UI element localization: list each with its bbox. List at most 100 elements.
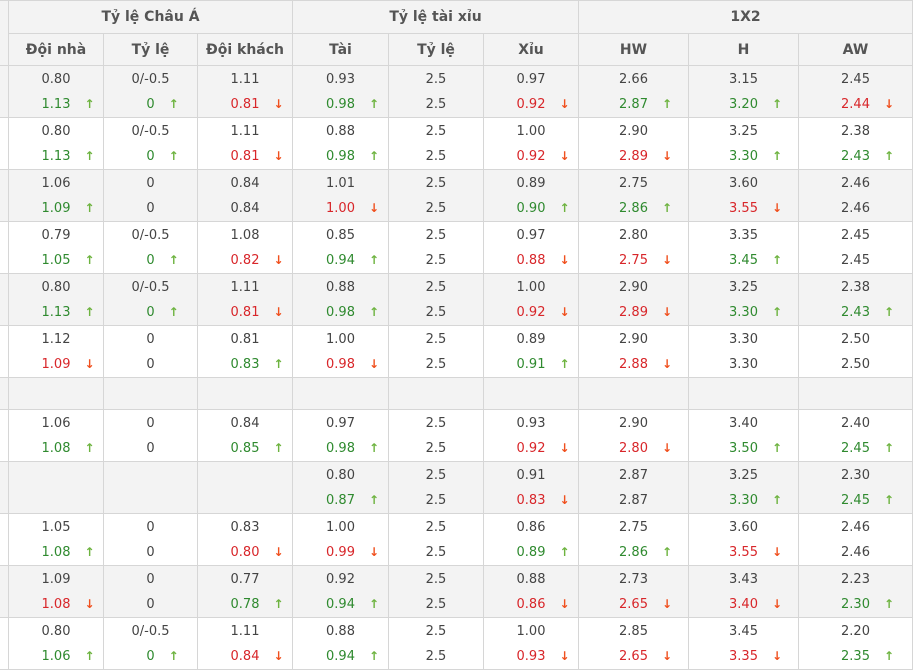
table-row: 1.05 1.08 ↑ 0 0 0.83 0.80 ↓ 1.00 0.99 ↓ 2.5 2.5 0.86 0…	[0, 513, 913, 566]
opening-odds: 0.88	[326, 280, 355, 295]
col-line: Tỷ lệ	[388, 33, 484, 66]
arrow-up-icon: ↑	[771, 305, 783, 319]
odds-cell: 2.75 2.86 ↑	[578, 513, 689, 566]
opening-odds: 0.88	[326, 624, 355, 639]
table-row: 0.80 1.13 ↑ 0/-0.5 0 ↑ 1.11 0.81 ↓ 0.93 0.98 ↑ 2.5 2.…	[0, 65, 913, 118]
current-odds: 1.13 ↑	[42, 144, 95, 169]
row-lead-cell	[0, 617, 9, 670]
col-aw: AW	[798, 33, 913, 66]
opening-odds: 2.23	[841, 572, 870, 587]
arrow-up-icon: ↑	[368, 253, 380, 267]
opening-odds: 0	[146, 176, 155, 191]
current-odds: 0.92 ↓	[517, 144, 570, 169]
arrow-down-icon: ↓	[559, 493, 570, 507]
arrow-up-icon: ↑	[84, 149, 95, 163]
current-odds: 3.50 ↑	[729, 436, 782, 461]
table-row: 1.06 1.08 ↑ 0 0 0.84 0.85 ↑ 0.97 0.98 ↑ 2.5 2.5 0.93 0…	[0, 409, 913, 462]
opening-odds: 2.5	[425, 468, 447, 483]
col-under: Xỉu	[483, 33, 579, 66]
arrow-down-icon: ↓	[273, 97, 284, 111]
current-odds: 0 ↑	[146, 300, 178, 325]
arrow-down-icon: ↓	[771, 545, 783, 559]
odds-cell: 2.5 2.5	[388, 565, 484, 618]
opening-odds: 1.11	[230, 124, 260, 139]
current-odds: 0	[146, 441, 155, 456]
arrow-down-icon: ↓	[771, 597, 783, 611]
row-lead-cell	[0, 377, 9, 410]
odds-cell: 1.00 0.92 ↓	[483, 273, 579, 326]
odds-cell	[292, 377, 389, 410]
table-row	[0, 377, 913, 410]
odds-cell: 1.00 0.99 ↓	[292, 513, 389, 566]
odds-cell	[388, 377, 484, 410]
opening-odds: 0.86	[516, 520, 546, 535]
current-odds: 0.81 ↓	[231, 92, 284, 117]
current-odds: 2.46	[841, 545, 870, 560]
current-odds: 3.30 ↑	[729, 488, 782, 513]
current-odds: 0.94 ↑	[326, 644, 379, 669]
arrow-down-icon: ↓	[559, 441, 570, 455]
odds-cell: 1.12 1.09 ↓	[8, 325, 104, 378]
opening-odds: 3.15	[729, 72, 758, 87]
odds-cell: 0.89 0.91 ↑	[483, 325, 579, 378]
arrow-up-icon: ↑	[168, 149, 179, 163]
opening-odds: 1.11	[230, 72, 260, 87]
odds-cell: 1.00 0.93 ↓	[483, 617, 579, 670]
opening-odds: 0.84	[230, 416, 260, 431]
arrow-up-icon: ↑	[771, 97, 783, 111]
odds-cell: 2.5 2.5	[388, 221, 484, 274]
current-odds: 1.13 ↑	[42, 92, 95, 117]
odds-cell	[197, 377, 293, 410]
arrow-up-icon: ↑	[84, 201, 95, 215]
opening-odds: 3.30	[729, 332, 758, 347]
current-odds: 0	[146, 357, 155, 372]
odds-cell: 0.97 0.88 ↓	[483, 221, 579, 274]
col-over: Tài	[292, 33, 389, 66]
opening-odds: 2.40	[841, 416, 870, 431]
odds-cell: 0.86 0.89 ↑	[483, 513, 579, 566]
arrow-up-icon: ↑	[84, 441, 95, 455]
current-odds: 2.43 ↑	[841, 144, 894, 169]
arrow-down-icon: ↓	[84, 357, 95, 371]
odds-cell: 0/-0.5 0 ↑	[103, 273, 198, 326]
odds-cell: 2.30 2.45 ↑	[798, 461, 913, 514]
opening-odds: 1.09	[41, 572, 71, 587]
current-odds: 2.45 ↑	[841, 436, 894, 461]
current-odds: 0.94 ↑	[326, 592, 379, 617]
opening-odds: 0.97	[326, 416, 355, 431]
current-odds: 2.45	[841, 253, 870, 268]
current-odds: 0.89 ↑	[517, 540, 570, 565]
current-odds: 1.06 ↑	[42, 644, 95, 669]
arrow-down-icon: ↓	[273, 305, 284, 319]
arrow-up-icon: ↑	[273, 597, 284, 611]
odds-cell: 2.85 2.65 ↓	[578, 617, 689, 670]
arrow-up-icon: ↑	[559, 545, 570, 559]
opening-odds: 1.00	[516, 280, 546, 295]
arrow-up-icon: ↑	[84, 97, 95, 111]
arrow-down-icon: ↓	[661, 305, 673, 319]
opening-odds: 1.11	[230, 280, 260, 295]
odds-cell: 0.77 0.78 ↑	[197, 565, 293, 618]
arrow-down-icon: ↓	[368, 545, 380, 559]
arrow-down-icon: ↓	[883, 97, 895, 111]
opening-odds: 2.50	[841, 332, 870, 347]
odds-cell: 2.5 2.5	[388, 409, 484, 462]
table-row: 1.06 1.09 ↑ 0 0 0.84 0.84 1.01 1.00 ↓ 2.5 2.5 0.89 0.…	[0, 169, 913, 222]
arrow-down-icon: ↓	[559, 97, 570, 111]
arrow-down-icon: ↓	[84, 597, 95, 611]
current-odds: 0.84 ↓	[231, 644, 284, 669]
odds-cell: 2.87 2.87	[578, 461, 689, 514]
table-row: 1.12 1.09 ↓ 0 0 0.81 0.83 ↑ 1.00 0.98 ↓ 2.5 2.5 0.89 0…	[0, 325, 913, 378]
odds-cell	[688, 377, 799, 410]
current-odds: 0.86 ↓	[517, 592, 570, 617]
opening-odds: 1.08	[230, 228, 260, 243]
arrow-down-icon: ↓	[661, 357, 673, 371]
opening-odds: 2.5	[425, 72, 447, 87]
current-odds: 2.89 ↓	[619, 144, 672, 169]
opening-odds: 3.43	[729, 572, 758, 587]
arrow-up-icon: ↑	[368, 97, 380, 111]
opening-odds: 1.01	[326, 176, 355, 191]
odds-cell: 2.73 2.65 ↓	[578, 565, 689, 618]
opening-odds: 0.81	[230, 332, 260, 347]
